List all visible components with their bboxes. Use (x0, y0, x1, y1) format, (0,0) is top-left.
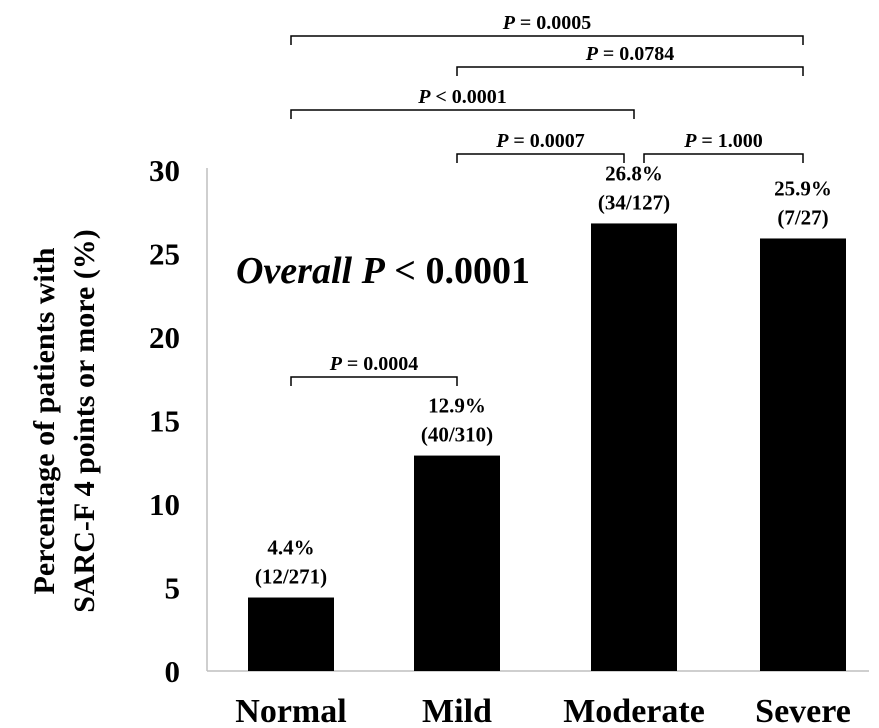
overall-p-text: Overall P < 0.0001 (236, 250, 530, 292)
axes: 0 5 10 15 20 25 30 Normal Mild Moderate Severe (149, 153, 869, 728)
y-axis-title: Percentage of patients with SARC-F 4 poin… (28, 229, 101, 613)
y-tick-label: 25 (149, 237, 180, 272)
y-tick-label: 15 (149, 404, 180, 439)
bracket-line (290, 376, 458, 386)
p-value-label: P = 0.0784 (585, 43, 675, 65)
bar (414, 455, 500, 671)
p-value-label: P = 1.000 (683, 130, 763, 152)
bar-percent-label: 12.9% (428, 394, 486, 418)
x-tick-label: Severe (755, 693, 851, 728)
comparison-bracket: P = 0.0007 (456, 130, 625, 163)
bar-percent-label: 26.8% (605, 161, 663, 185)
bracket-line (456, 66, 804, 76)
y-tick-label: 30 (149, 153, 180, 188)
bar-data-labels: 4.4% (12/271) 12.9% (40/310) 26.8% (34/127) 25… (255, 161, 832, 588)
y-tick-label: 5 (165, 571, 181, 606)
y-tick-label: 20 (149, 320, 180, 355)
bracket-line (456, 153, 625, 163)
y-tick-label: 10 (149, 487, 180, 522)
bar-count-label: (12/271) (255, 565, 327, 589)
y-tick-label: 0 (165, 654, 181, 689)
x-tick-label: Mild (422, 693, 492, 728)
bar-count-label: (34/127) (598, 190, 670, 214)
bar-count-label: (7/27) (777, 205, 828, 229)
bracket-line (290, 109, 635, 119)
bracket-line (290, 35, 804, 45)
p-value-label: P = 0.0007 (495, 130, 585, 152)
significance-brackets: P = 0.0005 P = 0.0784 P < 0.0001 P = 0.0007… (290, 12, 804, 386)
comparison-bracket: P = 0.0784 (456, 43, 804, 76)
bar-count-label: (40/310) (421, 423, 493, 447)
comparison-bracket: P = 1.000 (643, 130, 804, 163)
y-axis-title-line: Percentage of patients with (28, 247, 61, 594)
p-value-label: P = 0.0005 (502, 12, 592, 34)
x-tick-label: Moderate (563, 693, 705, 728)
bar (760, 238, 846, 671)
p-value-label: P < 0.0001 (417, 86, 507, 108)
overall-p-annotation: Overall P < 0.0001 (236, 250, 530, 292)
comparison-bracket: P = 0.0005 (290, 12, 804, 45)
bracket-line (643, 153, 804, 163)
comparison-bracket: P = 0.0004 (290, 353, 458, 386)
y-axis-title-line: SARC-F 4 points or more (%) (68, 229, 101, 613)
bar (591, 223, 677, 671)
bars (248, 223, 846, 671)
bar-percent-label: 25.9% (774, 176, 832, 200)
comparison-bracket: P < 0.0001 (290, 86, 635, 119)
x-tick-label: Normal (235, 693, 346, 728)
p-value-label: P = 0.0004 (329, 353, 419, 375)
bar-percent-label: 4.4% (267, 536, 314, 560)
bar (248, 597, 334, 671)
